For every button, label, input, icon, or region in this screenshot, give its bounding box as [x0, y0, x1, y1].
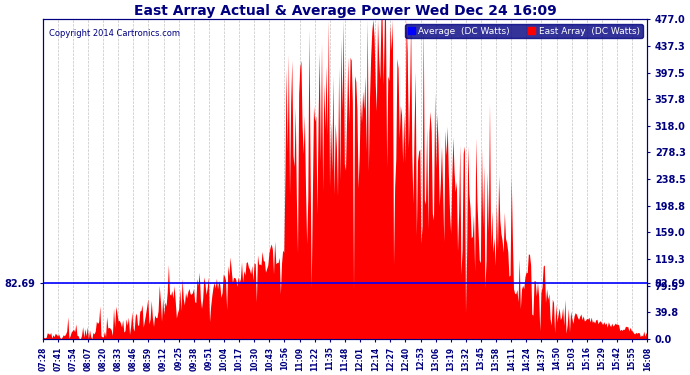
Legend: Average  (DC Watts), East Array  (DC Watts): Average (DC Watts), East Array (DC Watts…	[405, 24, 642, 38]
Title: East Array Actual & Average Power Wed Dec 24 16:09: East Array Actual & Average Power Wed De…	[134, 4, 556, 18]
Text: Copyright 2014 Cartronics.com: Copyright 2014 Cartronics.com	[49, 29, 179, 38]
